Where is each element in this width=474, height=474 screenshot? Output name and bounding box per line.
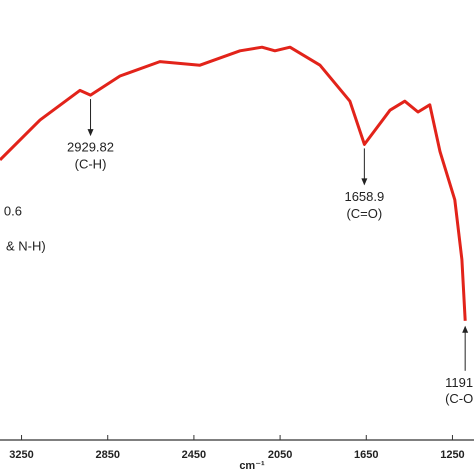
arrow-head <box>361 178 368 186</box>
annotation-label: 2929.82 <box>67 140 114 155</box>
x-tick-label: 1250 <box>440 449 464 461</box>
annotation-note: (C-O <box>445 391 473 406</box>
arrow-head <box>462 325 469 333</box>
x-tick-label: 2050 <box>268 449 292 461</box>
x-tick-label: 2850 <box>95 449 119 461</box>
annotation-note: (C-H) <box>75 157 107 172</box>
arrow-head <box>87 129 94 137</box>
x-axis-label: cm⁻¹ <box>239 460 265 472</box>
annotation-label: 1191 <box>445 375 473 390</box>
annotation-label: 0.6 <box>4 203 22 218</box>
spectrum-line <box>0 45 467 321</box>
annotation-note: & N-H) <box>6 238 46 253</box>
x-tick-label: 3250 <box>9 449 33 461</box>
x-tick-label: 2450 <box>182 449 206 461</box>
annotation-label: 1658.9 <box>344 189 384 204</box>
x-tick-label: 1650 <box>354 449 378 461</box>
annotation-note: (C=O) <box>346 206 382 221</box>
